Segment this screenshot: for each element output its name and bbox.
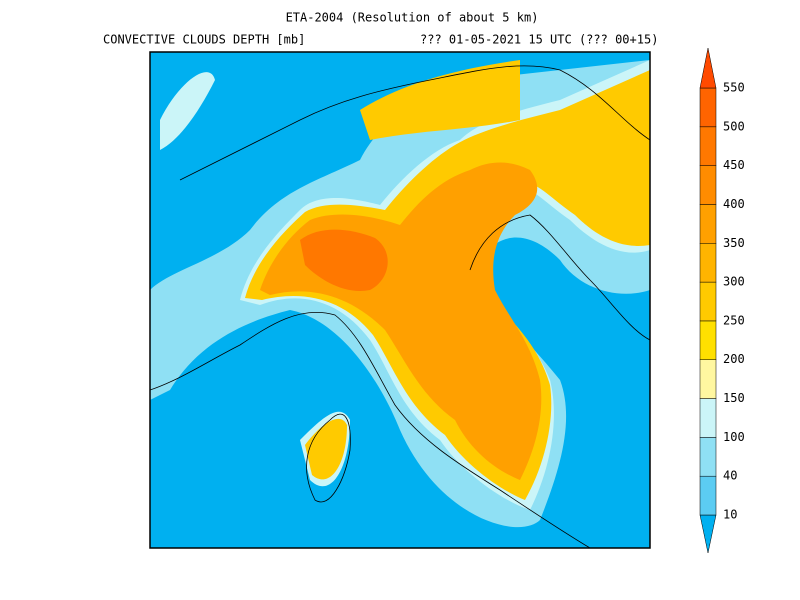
colorbar-label: 300 — [723, 275, 745, 289]
colorbar-label: 200 — [723, 352, 745, 366]
colorbar-bin — [699, 320, 717, 360]
colorbar-bin — [699, 204, 717, 244]
map — [150, 52, 650, 548]
colorbar: 10 40 100 150 200 250 300 350 400 450 500 550 — [699, 47, 745, 554]
colorbar-bin — [699, 126, 717, 166]
colorbar-label: 400 — [723, 197, 745, 211]
map-frame — [149, 51, 651, 549]
coastline-west — [150, 311, 591, 548]
variable-label: CONVECTIVE CLOUDS DEPTH [mb] — [103, 33, 305, 47]
colorbar-bin — [699, 437, 717, 477]
coastline-east — [469, 214, 650, 341]
colorbar-low — [699, 514, 717, 554]
colorbar-label: 150 — [723, 391, 745, 405]
corsica — [306, 413, 351, 503]
colorbar-label: 450 — [723, 158, 745, 172]
valid-time: ??? 01-05-2021 15 UTC (??? 00+15) — [420, 33, 658, 47]
border — [179, 65, 650, 181]
colorbar-label: 550 — [723, 81, 745, 95]
colorbar-label: 350 — [723, 236, 745, 250]
title: ETA-2004 (Resolution of about 5 km) — [286, 11, 539, 25]
colorbar-label: 100 — [723, 430, 745, 444]
colorbar-label: 250 — [723, 313, 745, 327]
colorbar-bin — [699, 475, 717, 516]
colorbar-bin — [699, 165, 717, 205]
colorbar-label: 40 — [723, 469, 737, 483]
colorbar-bin — [699, 243, 717, 283]
colorbar-bin — [699, 281, 717, 322]
colorbar-bin — [699, 398, 717, 438]
colorbar-label: 500 — [723, 119, 745, 133]
colorbar-bin — [699, 359, 717, 399]
colorbar-high — [699, 47, 717, 89]
cloud-dark-orange — [300, 229, 388, 291]
colorbar-label: 10 — [723, 508, 737, 522]
colorbar-bin — [699, 87, 717, 128]
